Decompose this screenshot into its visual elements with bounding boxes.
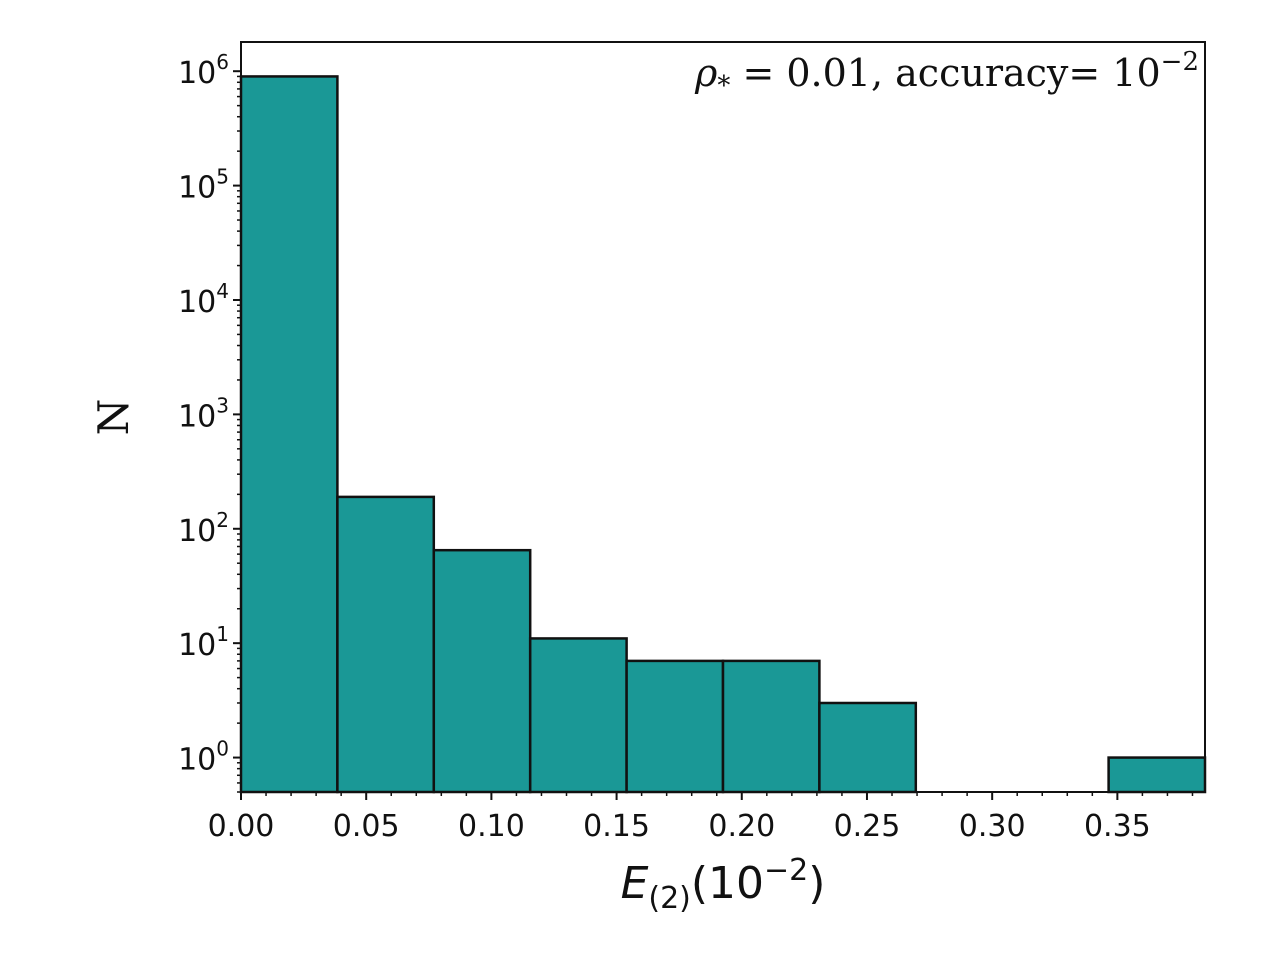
bars-group [239, 75, 1207, 794]
x-axis-ticks: 0.00 0.05 0.10 0.15 0.20 0.25 0.30 0.35 [208, 792, 1194, 844]
x-tick-label: 0.20 [708, 809, 775, 844]
x-tick-label: 0.30 [959, 809, 1026, 844]
x-tick-label: 0.05 [333, 809, 400, 844]
y-tick-label: 105 [178, 165, 229, 206]
x-axis-label-sub: (2) [648, 881, 691, 916]
y-tick-label: 100 [178, 737, 229, 778]
y-tick-label: 104 [178, 279, 229, 320]
annotation-rho-sub: * [717, 71, 730, 101]
x-axis-label-main: E [621, 858, 649, 909]
histogram-bar [528, 637, 628, 794]
histogram-bar [239, 75, 339, 794]
x-axis-label-close: ) [808, 858, 825, 909]
histogram-bar [1107, 756, 1207, 794]
histogram-bar [432, 548, 532, 794]
annotation-equation: = 0.01, accuracy= 10 [730, 51, 1160, 95]
annotation-exponent: −2 [1161, 47, 1199, 77]
x-axis-label-rest: (10 [691, 858, 764, 909]
y-axis-ticks: 100 101 102 103 104 105 106 [178, 50, 241, 793]
x-tick-label: 0.10 [458, 809, 525, 844]
x-tick-label: 0.15 [583, 809, 650, 844]
x-tick-label: 0.00 [208, 809, 275, 844]
x-tick-label: 0.25 [834, 809, 901, 844]
x-tick-label: 0.35 [1084, 809, 1151, 844]
y-tick-label: 101 [178, 622, 229, 663]
y-axis-label: N [89, 399, 138, 436]
plot-frame [240, 41, 1206, 793]
annotation-text: ρ* = 0.01, accuracy= 10−2 [694, 47, 1199, 101]
y-tick-label: 102 [178, 508, 229, 549]
annotation-rho: ρ [694, 51, 718, 95]
y-tick-label: 106 [178, 50, 229, 91]
histogram-bar [721, 659, 821, 794]
histogram-bar [818, 701, 918, 794]
x-axis-label: E(2)(10−2) [621, 853, 826, 916]
y-tick-label: 103 [178, 393, 229, 434]
histogram-bar [336, 495, 436, 794]
histogram-bar [625, 659, 725, 794]
x-axis-label-exp: −2 [764, 853, 808, 888]
